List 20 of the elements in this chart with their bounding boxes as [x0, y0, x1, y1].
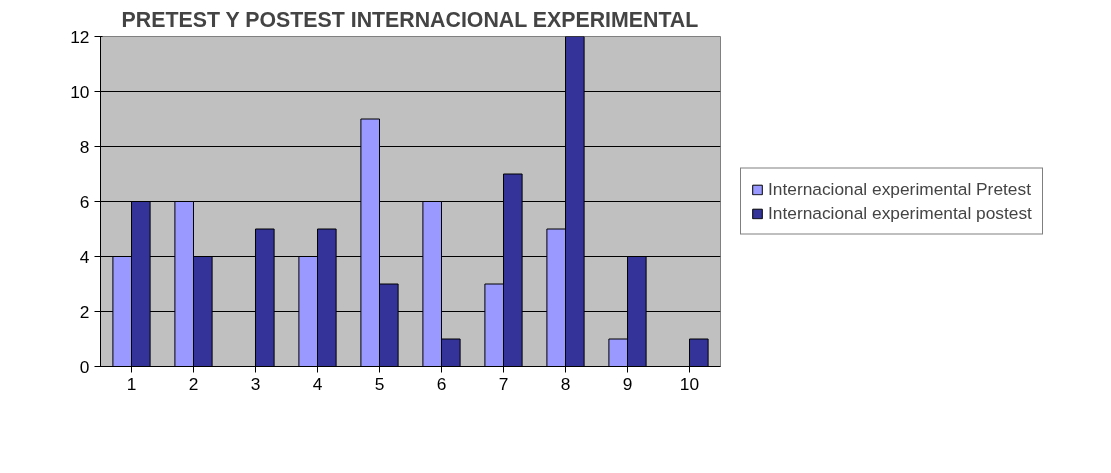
y-tick-label: 12 [70, 26, 90, 47]
x-tick-label: 6 [436, 373, 447, 394]
y-tick-label: 10 [70, 81, 90, 102]
y-tick-label: 8 [79, 136, 90, 157]
x-tick-label: 2 [188, 373, 199, 394]
chart-title: PRETEST Y POSTEST INTERNACIONAL EXPERIMENTAL [121, 7, 699, 32]
x-tick-label: 9 [622, 373, 633, 394]
x-tick-label: 3 [250, 373, 261, 394]
y-tick-label: 6 [79, 191, 90, 212]
x-tick-label: 10 [679, 373, 700, 394]
x-tick-label: 4 [312, 373, 323, 394]
y-tick-label: 4 [79, 246, 90, 267]
legend-label: Internacional experimental postest [768, 202, 1032, 224]
x-tick-label: 8 [560, 373, 571, 394]
x-tick-label: 5 [374, 373, 385, 394]
x-tick-label: 7 [498, 373, 509, 394]
x-tick-label: 1 [126, 373, 137, 394]
y-tick-label: 2 [79, 301, 90, 322]
y-tick-label: 0 [79, 356, 90, 377]
legend-label: Internacional experimental Pretest [768, 178, 1031, 200]
